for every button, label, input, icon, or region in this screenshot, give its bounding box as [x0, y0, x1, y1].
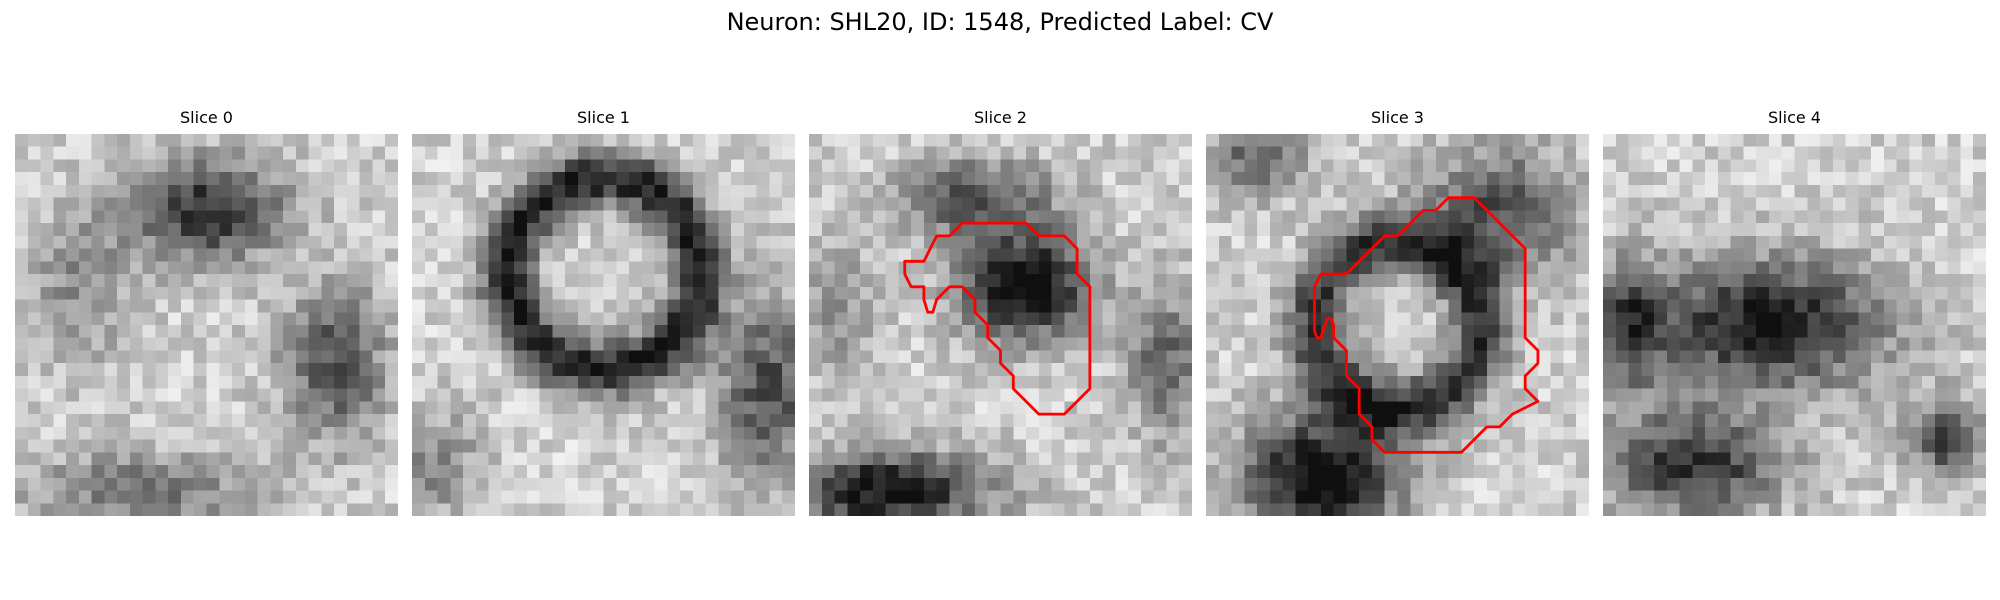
segmentation-contour	[903, 221, 1092, 416]
panel-slice-1: Slice 1	[412, 106, 795, 516]
panel-title: Slice 2	[974, 108, 1027, 127]
panel-slice-3: Slice 3	[1206, 106, 1589, 516]
slice-image	[1206, 134, 1589, 516]
slice-image	[1603, 134, 1986, 516]
panel-slice-4: Slice 4	[1603, 106, 1986, 516]
panel-slice-2: Slice 2	[809, 106, 1192, 516]
slice-image	[809, 134, 1192, 516]
segmentation-contour	[1313, 196, 1540, 454]
panel-title: Slice 1	[577, 108, 630, 127]
panel-title: Slice 3	[1371, 108, 1424, 127]
panel-slice-0: Slice 0	[15, 106, 398, 516]
figure-title: Neuron: SHL20, ID: 1548, Predicted Label…	[726, 8, 1274, 36]
panel-title: Slice 4	[1768, 108, 1821, 127]
panel-title: Slice 0	[180, 108, 233, 127]
slice-image	[412, 134, 795, 516]
slice-image	[15, 134, 398, 516]
